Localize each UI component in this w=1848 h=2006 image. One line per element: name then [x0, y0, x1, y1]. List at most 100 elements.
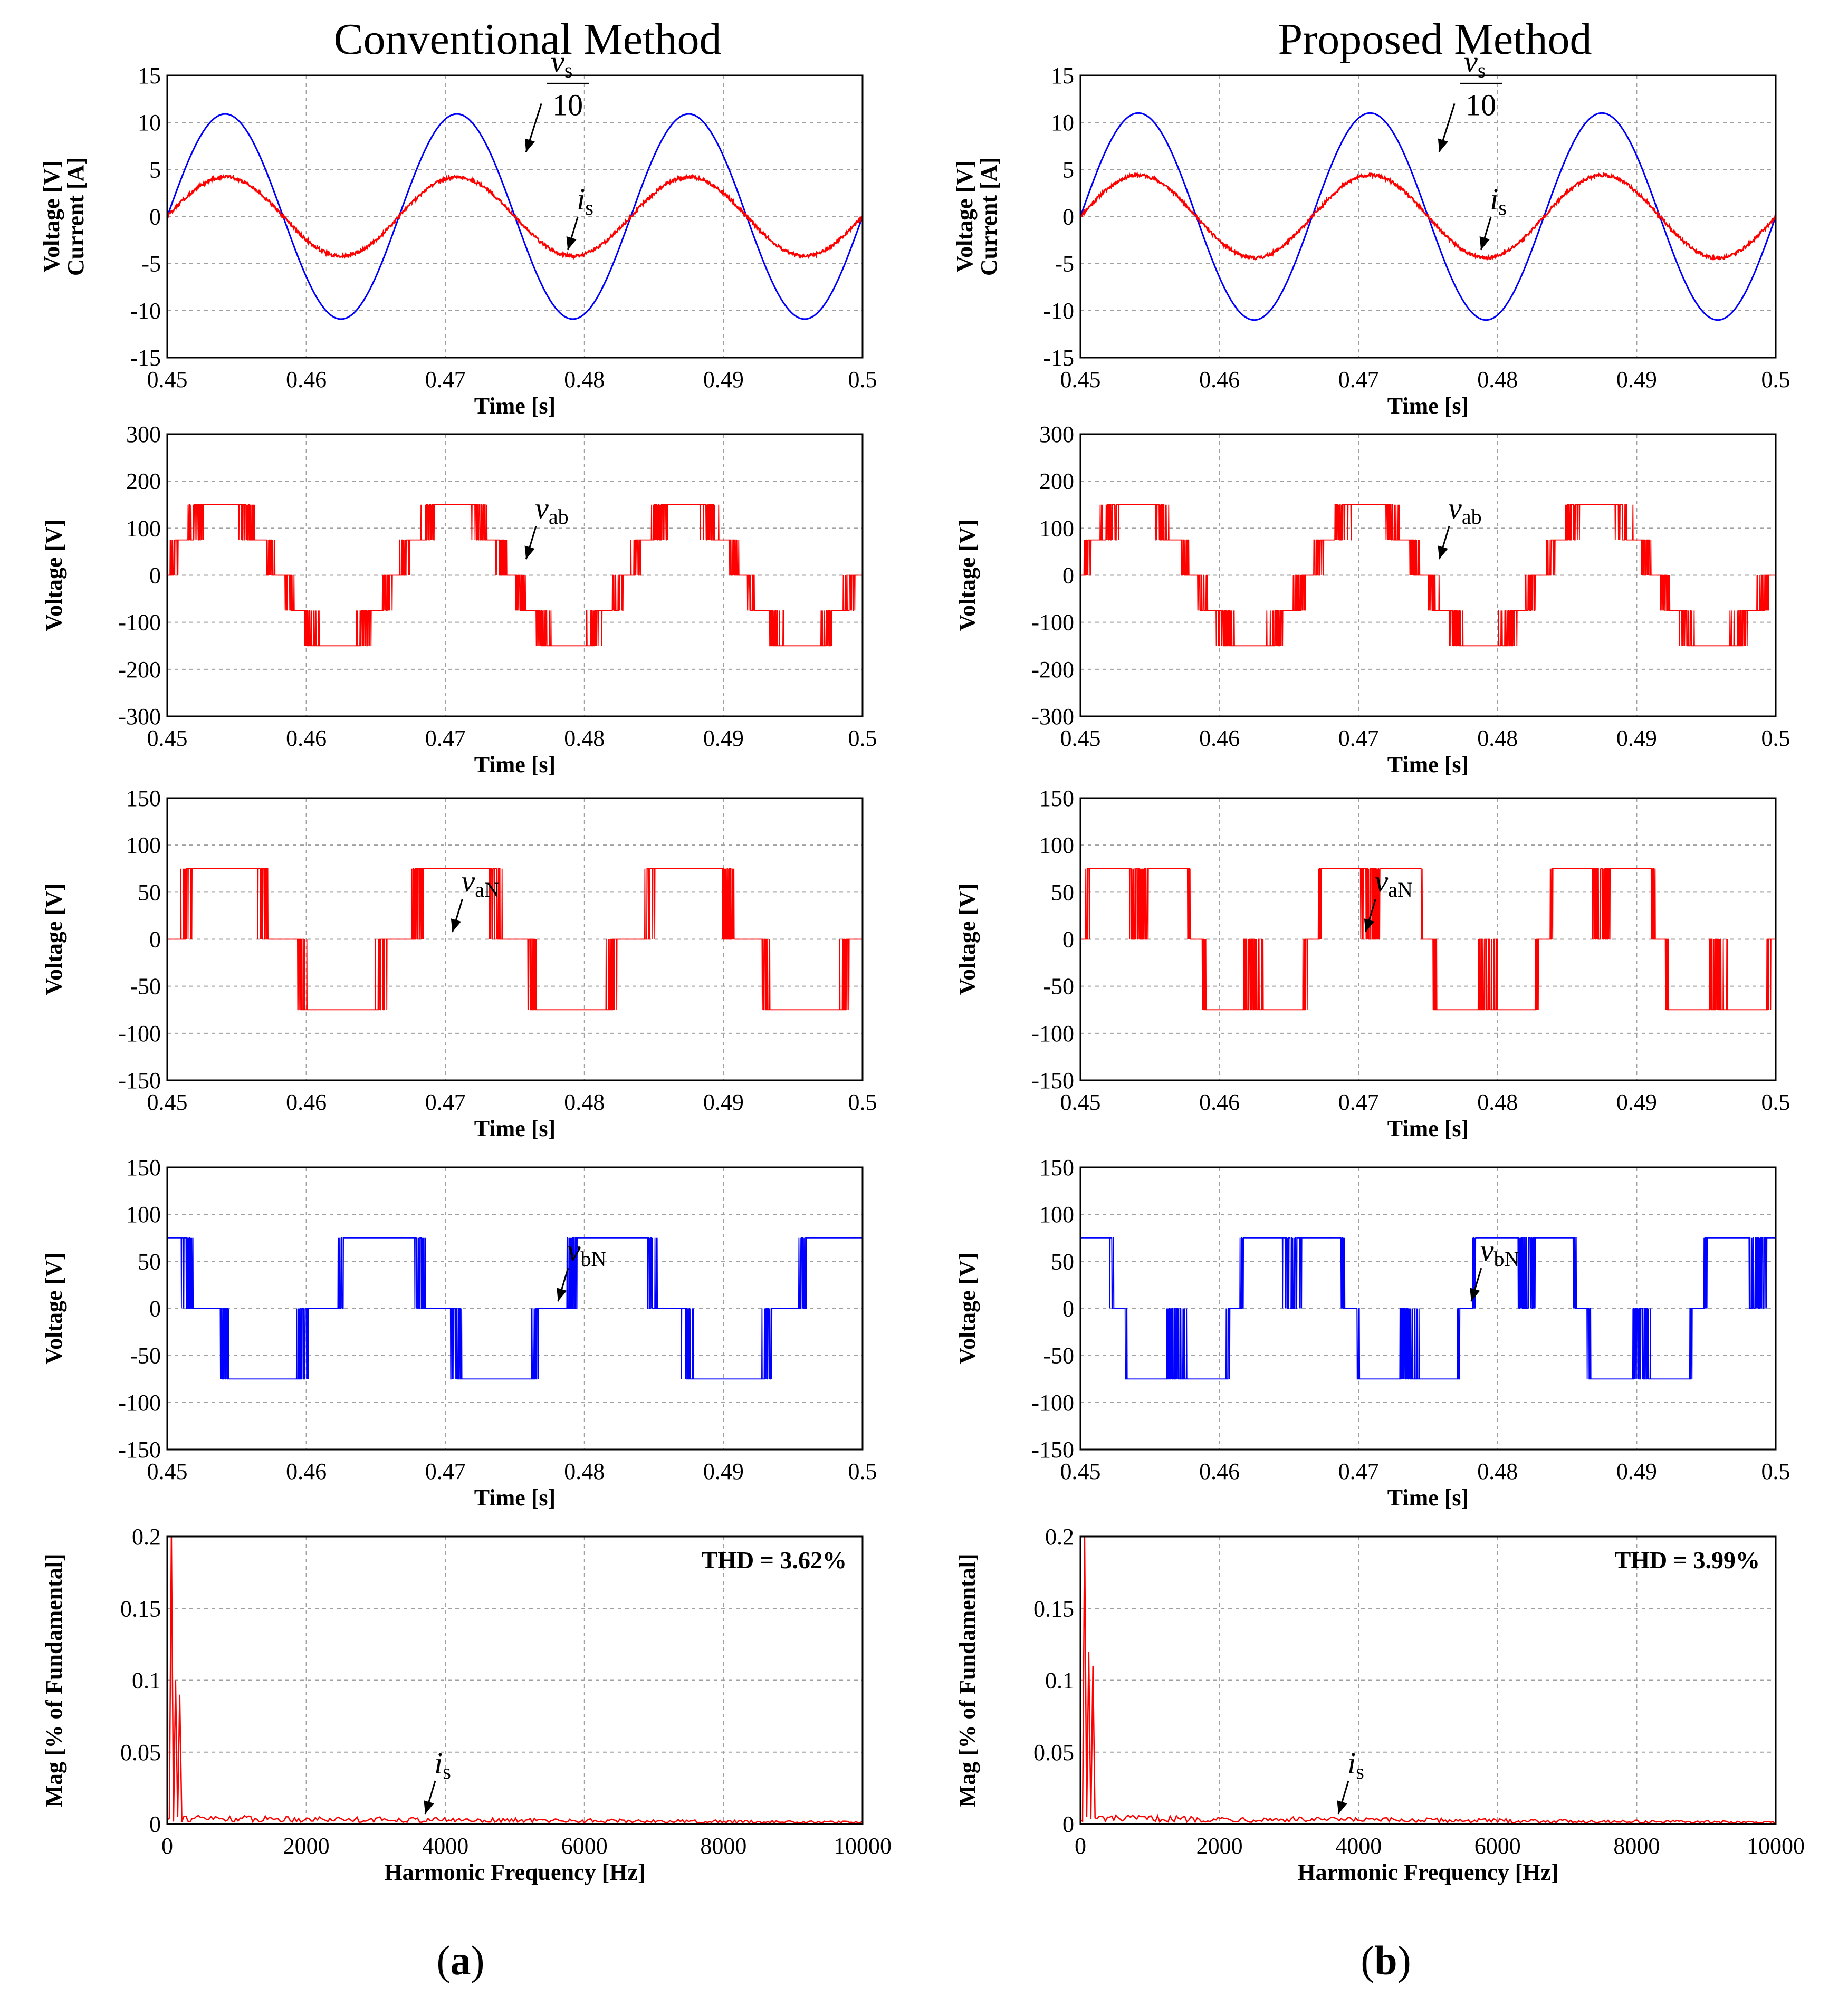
- x-axis-label: Time [s]: [474, 393, 556, 419]
- thd-label: THD = 3.99%: [1615, 1547, 1760, 1573]
- x-tick-label: 0.48: [1477, 1458, 1518, 1484]
- x-tick-label: 0.45: [147, 1458, 188, 1484]
- x-tick-label: 6000: [1474, 1833, 1521, 1859]
- y-tick-label: -50: [1043, 974, 1074, 1000]
- plot-frame: [1079, 1166, 1777, 1451]
- x-tick-label: 0.46: [1199, 1458, 1240, 1484]
- y-tick-label: 0: [1062, 1811, 1074, 1837]
- x-tick-label: 10000: [834, 1833, 892, 1859]
- y-tick-label: 0: [149, 927, 161, 953]
- x-tick-label: 0.46: [1199, 725, 1240, 751]
- x-tick-label: 0.47: [425, 725, 466, 751]
- y-tick-label: 15: [1051, 63, 1074, 89]
- fraction-denominator: 10: [552, 88, 583, 122]
- x-tick-label: 0.45: [1060, 1089, 1101, 1115]
- y-tick-label: 300: [1039, 421, 1074, 447]
- y-tick-label: 0: [149, 204, 161, 230]
- y-tick-label: 200: [126, 468, 161, 494]
- y-tick-label: -100: [118, 1021, 161, 1047]
- x-tick-label: 0.47: [1338, 367, 1379, 392]
- x-tick-label: 0.48: [1477, 725, 1518, 751]
- x-tick-label: 0.48: [1477, 367, 1518, 392]
- annotation-is: is: [577, 182, 593, 219]
- y-tick-label: 50: [138, 1249, 161, 1274]
- annotation-is: is: [1490, 182, 1507, 219]
- x-tick-label: 4000: [422, 1833, 468, 1859]
- x-axis-label: Time [s]: [474, 1116, 556, 1141]
- x-tick-label: 0.45: [147, 725, 188, 751]
- x-axis-label: Harmonic Frequency [Hz]: [1297, 1859, 1558, 1885]
- y-tick-label: 50: [1051, 1249, 1074, 1274]
- y-tick-label: -50: [130, 1343, 161, 1369]
- y-tick-label: 0: [1062, 927, 1074, 953]
- y-tick-label: -5: [1055, 251, 1074, 277]
- series-vaN: [167, 868, 863, 1011]
- y-axis-label: Mag [% of Fundamental]: [954, 1553, 980, 1807]
- panel-spectrum-conventional: 0 2000 4000 6000 8000 10000 0.2 0.15 0.1 0.05 0 Har…: [41, 1524, 892, 1885]
- y-tick-label: -150: [1031, 1068, 1074, 1093]
- x-tick-label: 0.45: [1060, 725, 1101, 751]
- x-tick-label: 0: [1075, 1833, 1086, 1859]
- x-tick-label: 0.5: [1761, 1458, 1790, 1484]
- panel-spectrum-proposed: 0 2000 4000 6000 8000 10000 0.2 0.15 0.1 0.05 0 Har…: [954, 1524, 1805, 1885]
- series-is: [167, 173, 864, 260]
- annotation-vbN: vbN: [567, 1233, 607, 1271]
- annotation-arrow-head: [1364, 918, 1374, 933]
- x-tick-label: 0.47: [1338, 1089, 1379, 1115]
- x-tick-label: 0.47: [1338, 725, 1379, 751]
- x-tick-label: 0.45: [147, 367, 188, 392]
- y-tick-label: -50: [130, 974, 161, 1000]
- series-vaN: [1080, 868, 1776, 1011]
- x-tick-label: 0.48: [1477, 1089, 1518, 1115]
- y-tick-label: -300: [1031, 704, 1074, 730]
- x-tick-label: 0.46: [1199, 1089, 1240, 1115]
- y-tick-label: 100: [126, 1202, 161, 1227]
- series-vab: [1080, 504, 1776, 647]
- x-tick-label: 0.46: [286, 1089, 327, 1115]
- column-title-proposed: Proposed Method: [1278, 15, 1592, 64]
- x-tick-label: 2000: [1196, 1833, 1243, 1859]
- x-axis-label: Time [s]: [1387, 393, 1469, 419]
- y-tick-label: 0: [1062, 204, 1074, 230]
- x-tick-label: 2000: [283, 1833, 330, 1859]
- annotation-vs: vs: [551, 44, 572, 82]
- annotation-is: is: [1347, 1746, 1364, 1783]
- x-axis-label: Time [s]: [474, 752, 556, 778]
- x-tick-label: 0.48: [564, 1089, 605, 1115]
- annotation-vs: vs: [1464, 44, 1486, 82]
- x-tick-label: 0.49: [703, 1458, 744, 1484]
- plot-frame: [166, 74, 864, 359]
- x-tick-label: 10000: [1747, 1833, 1805, 1859]
- x-tick-label: 0.49: [703, 367, 744, 392]
- x-tick-label: 0.45: [1060, 367, 1101, 392]
- y-axis-label: Voltage [V]: [39, 160, 64, 272]
- x-tick-label: 0.5: [1761, 367, 1790, 392]
- annotation-arrow-head: [1470, 1288, 1480, 1302]
- annotation-arrow-head: [566, 236, 577, 250]
- panel-supply-proposed: 0.45 0.46 0.47 0.48 0.49 0.5 15 10 5 0 -5 -10 -15 Tim…: [952, 44, 1790, 419]
- x-tick-label: 0.47: [1338, 1458, 1379, 1484]
- plot-frame: [1079, 74, 1777, 359]
- x-tick-label: 0.49: [703, 725, 744, 751]
- x-tick-label: 0.47: [425, 367, 466, 392]
- x-tick-label: 0.5: [848, 1458, 877, 1484]
- panel-vbN-proposed: 0.45 0.46 0.47 0.48 0.49 0.5 150 100 50 0 -50 -100 -…: [954, 1155, 1790, 1511]
- y-tick-label: -100: [118, 1390, 161, 1416]
- y-tick-label: 150: [126, 1155, 161, 1180]
- y-tick-label: 100: [1039, 832, 1074, 858]
- x-tick-label: 6000: [561, 1833, 608, 1859]
- annotation-vaN: vaN: [461, 864, 499, 901]
- y-tick-label: 0: [1062, 1296, 1074, 1322]
- x-tick-label: 0.49: [1616, 725, 1657, 751]
- plot-frame: [166, 433, 864, 717]
- annotation-arrow-head: [524, 138, 535, 152]
- x-tick-label: 0.49: [703, 1089, 744, 1115]
- y-tick-label: -10: [1043, 298, 1074, 324]
- panel-supply-conventional: 0.45 0.46 0.47 0.48 0.49 0.5 15 10 5 0 -5 -10 -15 Tim…: [39, 44, 877, 419]
- x-tick-label: 0.5: [1761, 1089, 1790, 1115]
- y-tick-label: 100: [126, 832, 161, 858]
- y-tick-label: 0: [1062, 563, 1074, 589]
- annotation-arrow-head: [1438, 138, 1448, 152]
- plot-frame: [166, 1166, 864, 1451]
- x-axis-label: Harmonic Frequency [Hz]: [384, 1859, 645, 1885]
